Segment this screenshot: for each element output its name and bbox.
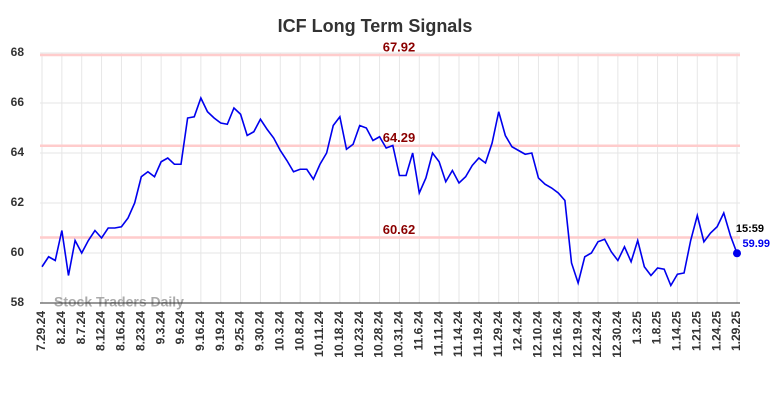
x-tick-label: 9.3.24 — [153, 311, 167, 345]
x-tick-label: 11.29.24 — [491, 311, 505, 357]
level-label: 64.29 — [383, 130, 416, 145]
x-tick-label: 8.12.24 — [94, 311, 108, 351]
x-tick-label: 12.19.24 — [570, 311, 584, 358]
x-tick-label: 10.23.24 — [352, 311, 366, 358]
x-tick-label: 10.18.24 — [332, 311, 346, 358]
x-tick-label: 7.29.24 — [34, 311, 48, 351]
x-tick-label: 10.28.24 — [372, 311, 386, 358]
x-tick-label: 9.16.24 — [193, 311, 207, 351]
x-tick-label: 12.4.24 — [511, 311, 525, 351]
x-tick-label: 12.10.24 — [531, 311, 545, 358]
x-tick-label: 10.8.24 — [292, 311, 306, 351]
x-tick-label: 12.16.24 — [550, 311, 564, 358]
x-tick-label: 1.14.25 — [670, 311, 684, 351]
x-tick-label: 8.7.24 — [74, 311, 88, 345]
x-tick-label: 11.14.24 — [451, 311, 465, 357]
x-tick-label: 12.24.24 — [590, 311, 604, 358]
x-tick-label: 10.31.24 — [392, 311, 406, 358]
x-tick-label: 8.16.24 — [114, 311, 128, 351]
x-tick-label: 1.3.25 — [630, 311, 644, 345]
x-tick-label: 1.8.25 — [650, 311, 664, 345]
x-tick-label: 1.21.25 — [689, 311, 703, 351]
x-tick-label: 9.6.24 — [173, 311, 187, 345]
x-tick-label: 1.29.25 — [729, 311, 743, 351]
x-tick-label: 1.24.25 — [709, 311, 723, 351]
x-tick-label: 9.30.24 — [253, 311, 267, 351]
last-value: 59.99 — [742, 238, 770, 250]
last-time: 15:59 — [736, 223, 764, 235]
x-tick-label: 9.19.24 — [213, 311, 227, 351]
y-tick-label: 68 — [11, 45, 25, 59]
x-tick-label: 10.3.24 — [272, 311, 286, 351]
y-tick-label: 62 — [11, 195, 25, 209]
x-tick-label: 10.11.24 — [312, 311, 326, 357]
y-tick-label: 64 — [11, 145, 25, 159]
watermark: Stock Traders Daily — [54, 294, 184, 310]
chart-title: ICF Long Term Signals — [278, 16, 473, 36]
price-line — [41, 95, 738, 288]
x-tick-label: 11.11.24 — [431, 311, 445, 357]
x-tick-label: 8.2.24 — [54, 311, 68, 345]
level-label: 60.62 — [383, 222, 416, 237]
x-tick-label: 8.23.24 — [133, 311, 147, 351]
level-label: 67.92 — [383, 39, 416, 54]
x-tick-label: 11.6.24 — [411, 311, 425, 351]
x-tick-label: 11.19.24 — [471, 311, 485, 357]
y-tick-label: 58 — [11, 295, 25, 309]
y-tick-label: 60 — [11, 245, 25, 259]
x-tick-label: 9.25.24 — [233, 311, 247, 351]
x-tick-label: 12.30.24 — [610, 311, 624, 358]
last-point — [733, 249, 741, 258]
y-tick-label: 66 — [11, 95, 25, 109]
